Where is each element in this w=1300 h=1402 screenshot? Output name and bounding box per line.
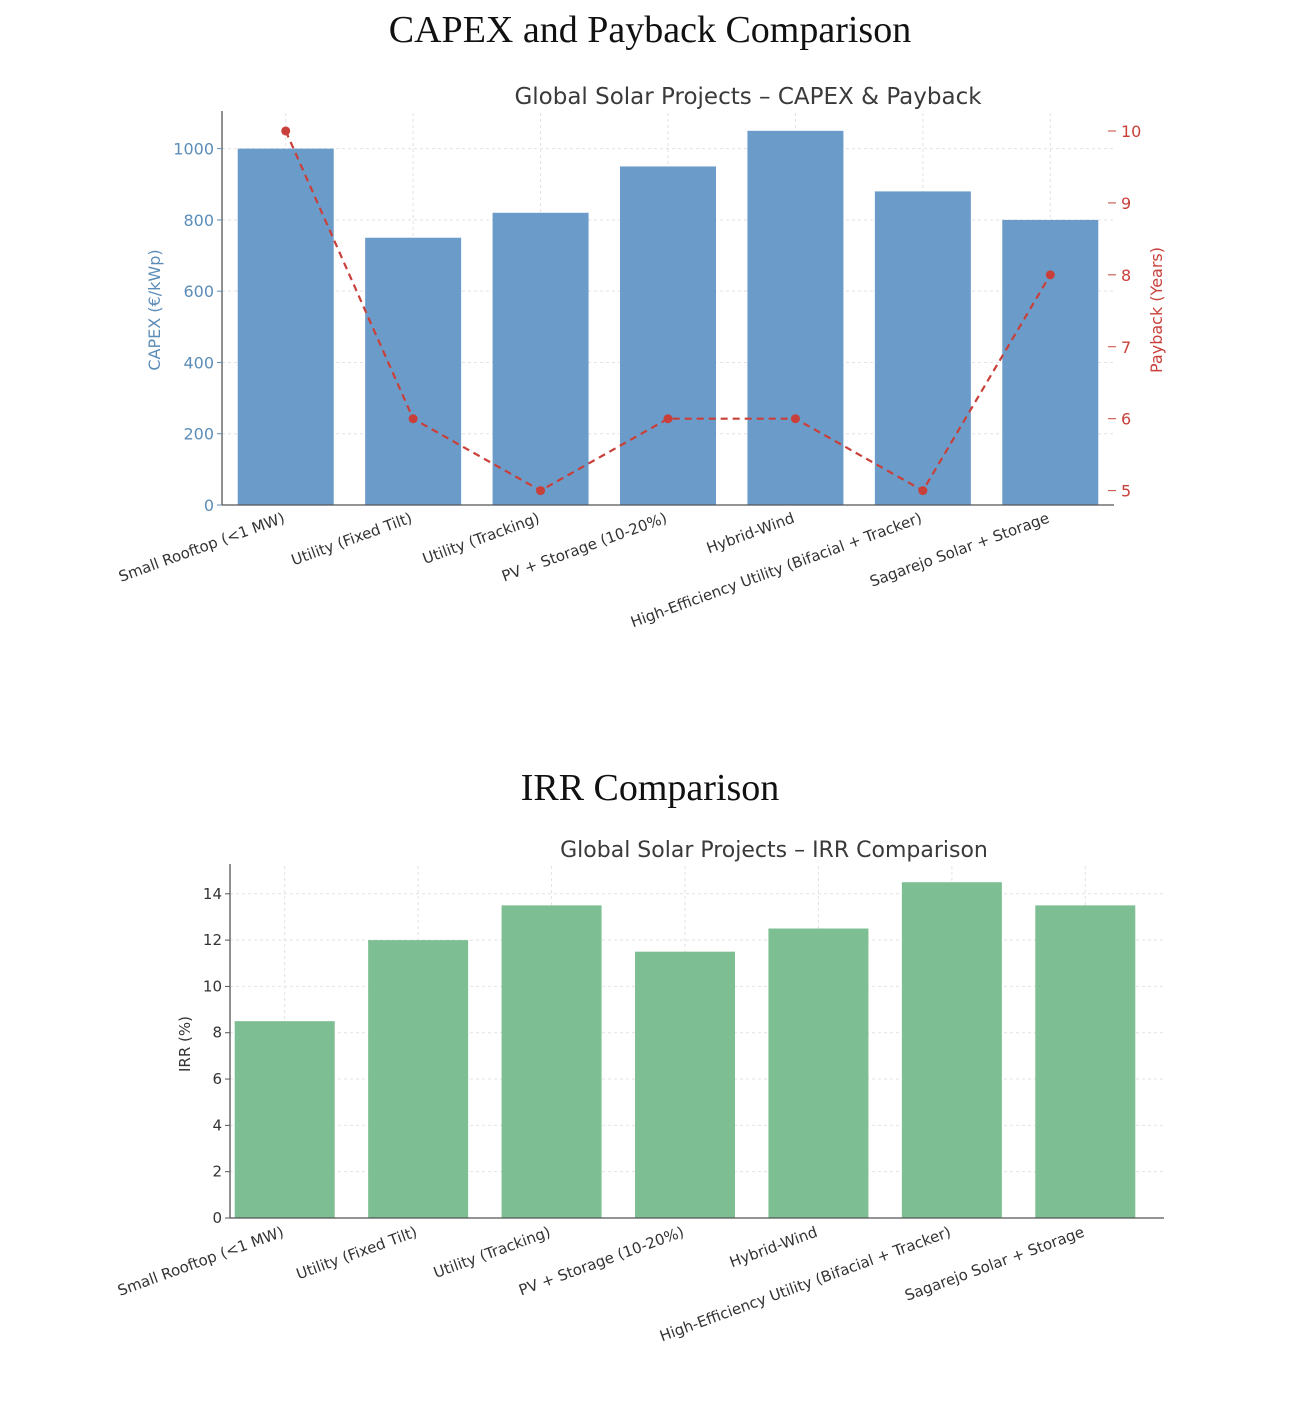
y-tick-label: 12 xyxy=(203,931,222,949)
y-tick-label: 10 xyxy=(203,977,222,995)
capex-bar-high-efficiency-utility-bifacial-tracker xyxy=(874,191,971,505)
y-tick-label: 200 xyxy=(183,425,214,444)
ticks: 0 2 4 6 8 10 12 14 xyxy=(203,885,230,1227)
section-heading-irr: IRR Comparison xyxy=(520,767,780,809)
y-axis-label: CAPEX (€/kWp) xyxy=(145,249,164,370)
capex-bar-hybrid-wind xyxy=(747,130,844,505)
y-tick-label: 4 xyxy=(212,1116,222,1134)
y2-tick-label: 8 xyxy=(1121,266,1131,285)
y-tick-label: 14 xyxy=(203,885,222,903)
x-tick-label: Utility (Tracking) xyxy=(431,1223,553,1282)
payback-point-utility-tracking xyxy=(536,486,546,496)
capex-bar-utility-fixed-tilt xyxy=(365,237,462,505)
irr-bar-sagarejo-solar-storage xyxy=(1035,905,1136,1218)
irr-bar-hybrid-wind xyxy=(768,928,869,1218)
irr-bar-utility-tracking xyxy=(501,905,602,1218)
payback-point-utility-fixed-tilt xyxy=(408,414,418,424)
payback-point-pv-storage-10-20 xyxy=(663,414,673,424)
category-labels: Small Rooftop (<1 MW) Utility (Fixed Tilt… xyxy=(116,509,1051,631)
y-axis-label: IRR (%) xyxy=(176,1016,194,1072)
chart-title: Global Solar Projects – CAPEX & Payback xyxy=(514,84,982,110)
payback-line xyxy=(281,126,1055,496)
y-tick-label: 0 xyxy=(204,496,214,515)
irr-bar-small-rooftop-1-mw xyxy=(234,1021,335,1218)
irr-bar-high-efficiency-utility-bifacial-tracker xyxy=(901,882,1002,1218)
y-tick-label: 400 xyxy=(183,353,214,372)
payback-point-hybrid-wind xyxy=(790,414,800,424)
y2-tick-label: 9 xyxy=(1121,194,1131,213)
y2-tick-label: 5 xyxy=(1121,482,1131,501)
x-tick-label: Small Rooftop (<1 MW) xyxy=(115,1223,286,1300)
bars xyxy=(237,130,1099,506)
capex-bar-pv-storage-10-20 xyxy=(620,166,716,506)
x-tick-label: Hybrid-Wind xyxy=(727,1223,820,1271)
chart-title: Global Solar Projects – IRR Comparison xyxy=(560,838,988,863)
axes xyxy=(221,111,1114,506)
x-tick-label: Small Rooftop (<1 MW) xyxy=(116,509,287,586)
payback-point-sagarejo-solar-storage xyxy=(1045,270,1055,280)
y-tick-label: 1000 xyxy=(173,140,214,159)
payback-point-high-efficiency-utility-bifacial-tracker xyxy=(918,486,928,496)
capex-payback-chart: 0 200 400 600 800 1000 5 6 7 8 9 10 Small Rooftop (… xyxy=(116,84,1166,631)
y-tick-label: 800 xyxy=(183,211,214,230)
payback-point-small-rooftop-1-mw xyxy=(281,126,291,136)
capex-bar-small-rooftop-1-mw xyxy=(237,148,334,505)
y-tick-label: 6 xyxy=(212,1070,222,1088)
section-heading-capex-payback: CAPEX and Payback Comparison xyxy=(388,9,912,51)
y-tick-label: 8 xyxy=(212,1024,222,1042)
x-tick-label: Utility (Fixed Tilt) xyxy=(289,509,415,569)
x-tick-label: Hybrid-Wind xyxy=(704,509,797,557)
bars xyxy=(234,882,1136,1218)
y-tick-label: 2 xyxy=(212,1163,222,1181)
y2-tick-label: 7 xyxy=(1121,338,1131,357)
y2-tick-label: 6 xyxy=(1121,410,1131,429)
x-tick-label: Utility (Fixed Tilt) xyxy=(294,1223,420,1283)
axes xyxy=(229,864,1164,1219)
y2-tick-label: 10 xyxy=(1121,122,1141,141)
y2-axis-label: Payback (Years) xyxy=(1147,247,1166,373)
capex-bar-utility-tracking xyxy=(492,212,589,506)
ticks: 0 200 400 600 800 1000 5 6 7 8 9 10 xyxy=(173,122,1141,515)
capex-bar-sagarejo-solar-storage xyxy=(1002,219,1099,505)
y-tick-label: 0 xyxy=(212,1209,222,1227)
category-labels: Small Rooftop (<1 MW) Utility (Fixed Tilt… xyxy=(115,1223,1086,1345)
y-tick-label: 600 xyxy=(183,282,214,301)
irr-bar-utility-fixed-tilt xyxy=(368,940,469,1218)
irr-bar-pv-storage-10-20 xyxy=(635,951,735,1218)
